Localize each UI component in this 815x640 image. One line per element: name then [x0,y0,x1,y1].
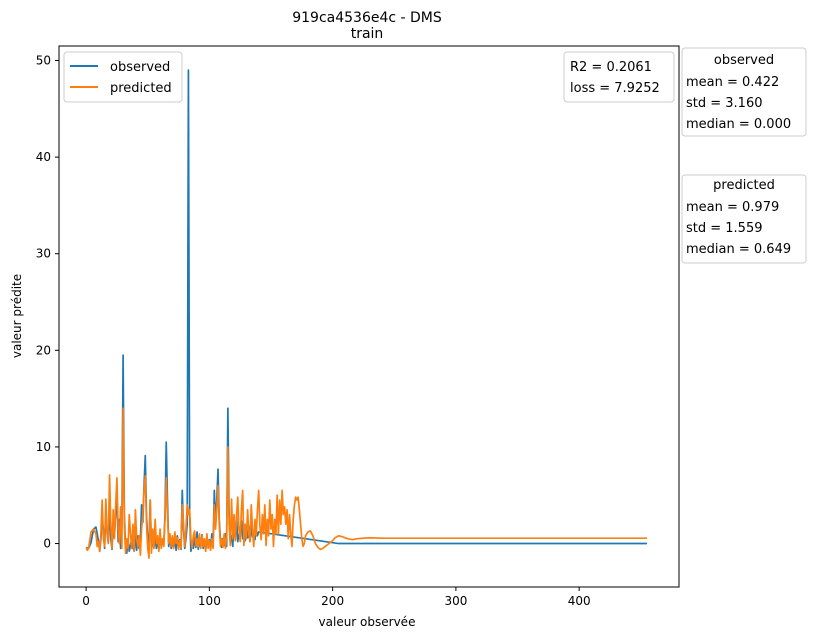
stat-predicted-median: median = 0.649 [686,242,791,257]
legend-label-predicted: predicted [110,81,172,96]
stat-box-predicted: predicted mean = 0.979 std = 1.559 media… [681,174,807,264]
y-tick-label: 50 [36,53,51,67]
metric-loss: loss = 7.9252 [570,81,660,96]
x-axis-label: valeur observée [319,615,416,629]
stat-box-observed-frame [681,47,807,137]
x-tick-label: 200 [321,594,344,608]
legend: observed predicted [63,51,183,103]
x-tick-label: 0 [82,594,90,608]
x-tick-label: 400 [568,594,591,608]
stat-observed-median: median = 0.000 [686,117,791,132]
stat-box-observed-title: observed [714,53,774,68]
y-axis: 0 10 20 30 40 50 [36,53,59,551]
legend-label-observed: observed [110,60,170,75]
stat-box-observed: observed mean = 0.422 std = 3.160 median… [681,47,807,137]
stat-observed-std: std = 3.160 [686,96,763,111]
stat-predicted-std: std = 1.559 [686,221,763,236]
y-tick-label: 20 [36,343,51,357]
chart-subtitle: train [351,26,384,42]
stat-predicted-mean: mean = 0.979 [686,200,779,215]
stat-box-predicted-frame [681,174,807,264]
x-tick-label: 300 [444,594,467,608]
metric-r2: R2 = 0.2061 [570,60,652,75]
legend-box [63,51,183,103]
y-tick-label: 0 [43,537,51,551]
stat-observed-mean: mean = 0.422 [686,75,779,90]
y-tick-label: 30 [36,247,51,261]
y-axis-label: valeur prédite [10,274,24,358]
series-line-predicted [85,407,647,559]
metrics-box [563,51,675,103]
series-layer [85,69,647,559]
y-tick-label: 40 [36,150,51,164]
stat-box-predicted-title: predicted [713,178,775,193]
y-tick-label: 10 [36,440,51,454]
chart-title: 919ca4536e4c - DMS [292,10,442,26]
plot-area [58,45,680,588]
metrics-annotation: R2 = 0.2061 loss = 7.9252 [563,51,675,103]
x-axis: 0 100 200 300 400 [82,587,591,608]
x-tick-label: 100 [198,594,221,608]
